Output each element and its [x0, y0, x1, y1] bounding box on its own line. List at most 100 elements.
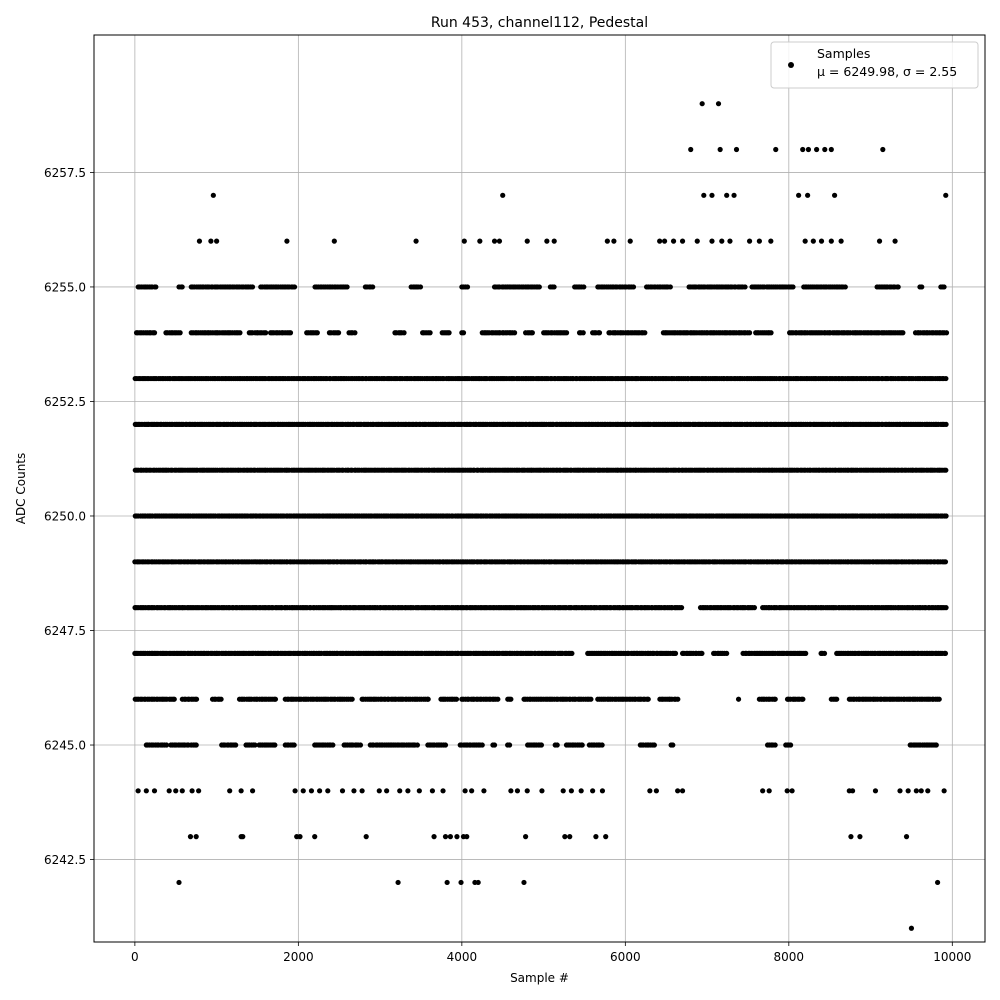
- data-point: [529, 330, 535, 336]
- data-point: [892, 238, 898, 244]
- data-point: [335, 330, 342, 336]
- data-point: [657, 238, 663, 244]
- data-point: [645, 696, 651, 702]
- data-point: [661, 238, 668, 244]
- data-point: [171, 696, 177, 702]
- data-point: [562, 834, 568, 840]
- data-point: [724, 192, 730, 198]
- data-point: [895, 284, 901, 290]
- data-point: [173, 788, 179, 794]
- data-point: [735, 696, 742, 702]
- data-point: [936, 696, 942, 702]
- data-point: [414, 742, 421, 748]
- data-point: [567, 834, 573, 840]
- data-point: [249, 284, 256, 290]
- data-point: [838, 238, 844, 244]
- data-point: [291, 284, 298, 290]
- data-point: [237, 330, 243, 336]
- data-point: [297, 834, 303, 840]
- data-point: [193, 742, 199, 748]
- data-point: [688, 146, 694, 153]
- data-point: [523, 834, 529, 840]
- data-point: [803, 650, 809, 657]
- y-tick-label: 6257.5: [44, 166, 86, 180]
- data-point: [370, 284, 376, 290]
- data-point: [272, 742, 278, 748]
- x-tick-label: 4000: [447, 950, 478, 964]
- data-point: [913, 788, 919, 794]
- data-point: [828, 238, 834, 244]
- legend: Samples μ = 6249.98, σ = 2.55: [770, 41, 979, 89]
- y-tick-label: 6245.0: [44, 739, 86, 753]
- data-point: [742, 284, 748, 290]
- data-point: [405, 788, 411, 794]
- data-point: [699, 101, 705, 107]
- data-point: [581, 284, 587, 290]
- data-point: [578, 788, 584, 794]
- data-point: [151, 330, 158, 336]
- data-point: [521, 879, 527, 886]
- data-point: [822, 146, 828, 153]
- x-tick-label: 0: [131, 950, 139, 964]
- data-point: [699, 650, 705, 657]
- x-tick-label: 2000: [283, 950, 314, 964]
- data-point: [551, 284, 557, 290]
- data-point: [746, 330, 753, 336]
- legend-series-stats: μ = 6249.98, σ = 2.55: [817, 64, 957, 79]
- data-point: [599, 788, 606, 794]
- data-point: [943, 192, 949, 198]
- data-point: [292, 788, 298, 794]
- data-point: [727, 238, 733, 244]
- data-point: [291, 742, 297, 748]
- data-point: [790, 284, 796, 290]
- data-point: [227, 788, 233, 794]
- data-point: [135, 788, 141, 794]
- data-point: [563, 330, 570, 336]
- data-point: [300, 788, 306, 794]
- data-point: [672, 650, 679, 657]
- data-point: [196, 238, 203, 244]
- data-point: [444, 879, 450, 886]
- data-point: [651, 742, 657, 748]
- data-point: [363, 834, 369, 840]
- data-point: [642, 330, 648, 336]
- data-point: [401, 330, 407, 336]
- data-point: [560, 788, 566, 794]
- data-point: [821, 650, 828, 657]
- data-point: [417, 284, 424, 290]
- data-point: [496, 238, 503, 244]
- data-point: [344, 284, 350, 290]
- data-point: [627, 238, 633, 244]
- data-point: [458, 879, 464, 886]
- data-point: [233, 742, 239, 748]
- data-point: [849, 788, 856, 794]
- data-point: [943, 421, 949, 427]
- data-point: [805, 146, 812, 153]
- data-point: [934, 879, 941, 886]
- data-points: [132, 101, 950, 931]
- data-point: [876, 238, 883, 244]
- data-point: [933, 742, 939, 748]
- data-point: [709, 238, 715, 244]
- y-tick-label: 6242.5: [44, 853, 86, 867]
- data-point: [800, 696, 806, 702]
- data-point: [479, 742, 485, 748]
- data-point: [357, 742, 364, 748]
- data-point: [590, 788, 596, 794]
- data-point: [805, 192, 811, 198]
- data-point: [679, 238, 686, 244]
- data-point: [176, 879, 182, 886]
- data-point: [731, 192, 737, 198]
- data-point: [715, 101, 722, 107]
- data-point: [675, 788, 681, 794]
- data-point: [800, 146, 806, 153]
- data-point: [495, 696, 501, 702]
- data-point: [538, 742, 545, 748]
- data-point: [536, 284, 542, 290]
- data-point: [746, 238, 753, 244]
- data-point: [218, 696, 224, 702]
- x-tick-label: 8000: [774, 950, 805, 964]
- data-point: [611, 238, 617, 244]
- data-point: [351, 788, 357, 794]
- data-point: [675, 696, 681, 702]
